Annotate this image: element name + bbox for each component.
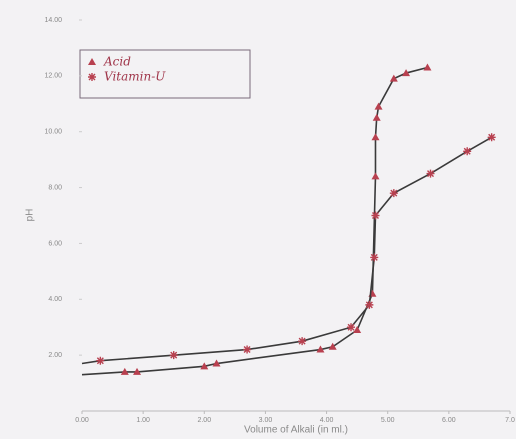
- marker: [243, 346, 251, 354]
- paper: [0, 0, 516, 439]
- y-tick-label: 12.00: [44, 73, 62, 80]
- y-tick-label: 8.00: [48, 184, 62, 191]
- y-tick-label: 10.00: [44, 129, 62, 136]
- y-tick-label: 2.00: [48, 352, 62, 359]
- y-tick-label: 6.00: [48, 240, 62, 247]
- marker: [371, 212, 379, 220]
- marker: [298, 337, 306, 345]
- marker: [347, 323, 355, 331]
- marker: [390, 189, 398, 197]
- marker: [370, 253, 378, 261]
- x-tick-label: 4.00: [320, 417, 334, 424]
- y-tick-label: 4.00: [48, 296, 62, 303]
- x-tick-label: 2.00: [197, 417, 211, 424]
- x-tick-label: 6.00: [442, 417, 456, 424]
- marker: [96, 357, 104, 365]
- chart: Volume of Alkali (in ml.) pH 0.00 1.00 2.0…: [0, 0, 516, 439]
- y-axis-label: pH: [25, 209, 36, 222]
- legend-label: Acid: [103, 55, 131, 69]
- x-tick-label: 3.00: [259, 417, 273, 424]
- x-tick-label: 1.00: [136, 417, 150, 424]
- x-tick-label: 7.0: [505, 417, 515, 424]
- marker: [170, 351, 178, 359]
- x-tick-label: 0.00: [75, 417, 89, 424]
- marker: [365, 301, 373, 309]
- x-axis-label: Volume of Alkali (in ml.): [244, 425, 348, 436]
- y-tick-label: 14.00: [44, 17, 62, 24]
- legend-label: Vitamin-U: [104, 70, 166, 84]
- x-tick-label: 5.00: [381, 417, 395, 424]
- page: Volume of Alkali (in ml.) pH 0.00 1.00 2.0…: [0, 0, 516, 439]
- marker: [427, 170, 435, 178]
- legend-marker: [88, 73, 96, 81]
- marker: [463, 147, 471, 155]
- marker: [488, 133, 496, 141]
